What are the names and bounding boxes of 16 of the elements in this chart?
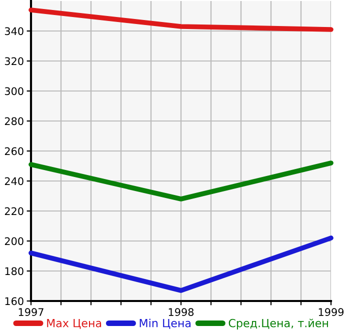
- y-tick-label: 240: [4, 177, 24, 186]
- y-tick-label: 300: [4, 87, 24, 96]
- legend-label: Сред.Цена, т.йен: [228, 318, 328, 330]
- x-tick-label: 1998: [168, 308, 194, 316]
- y-tick-label: 200: [4, 237, 24, 246]
- y-tick-label: 260: [4, 147, 24, 156]
- y-tick-label: 220: [4, 207, 24, 216]
- y-tick-label: 320: [4, 57, 24, 66]
- y-tick-label: 180: [5, 267, 24, 276]
- x-tick-label: 1997: [18, 308, 44, 316]
- y-tick-label: 340: [4, 27, 24, 36]
- x-tick-label: 1999: [318, 308, 344, 316]
- y-tick-label: 160: [5, 297, 24, 306]
- y-tick-label: 280: [4, 117, 24, 126]
- legend-label: Min Цена: [140, 318, 191, 329]
- legend-label: Max Цена: [47, 319, 102, 329]
